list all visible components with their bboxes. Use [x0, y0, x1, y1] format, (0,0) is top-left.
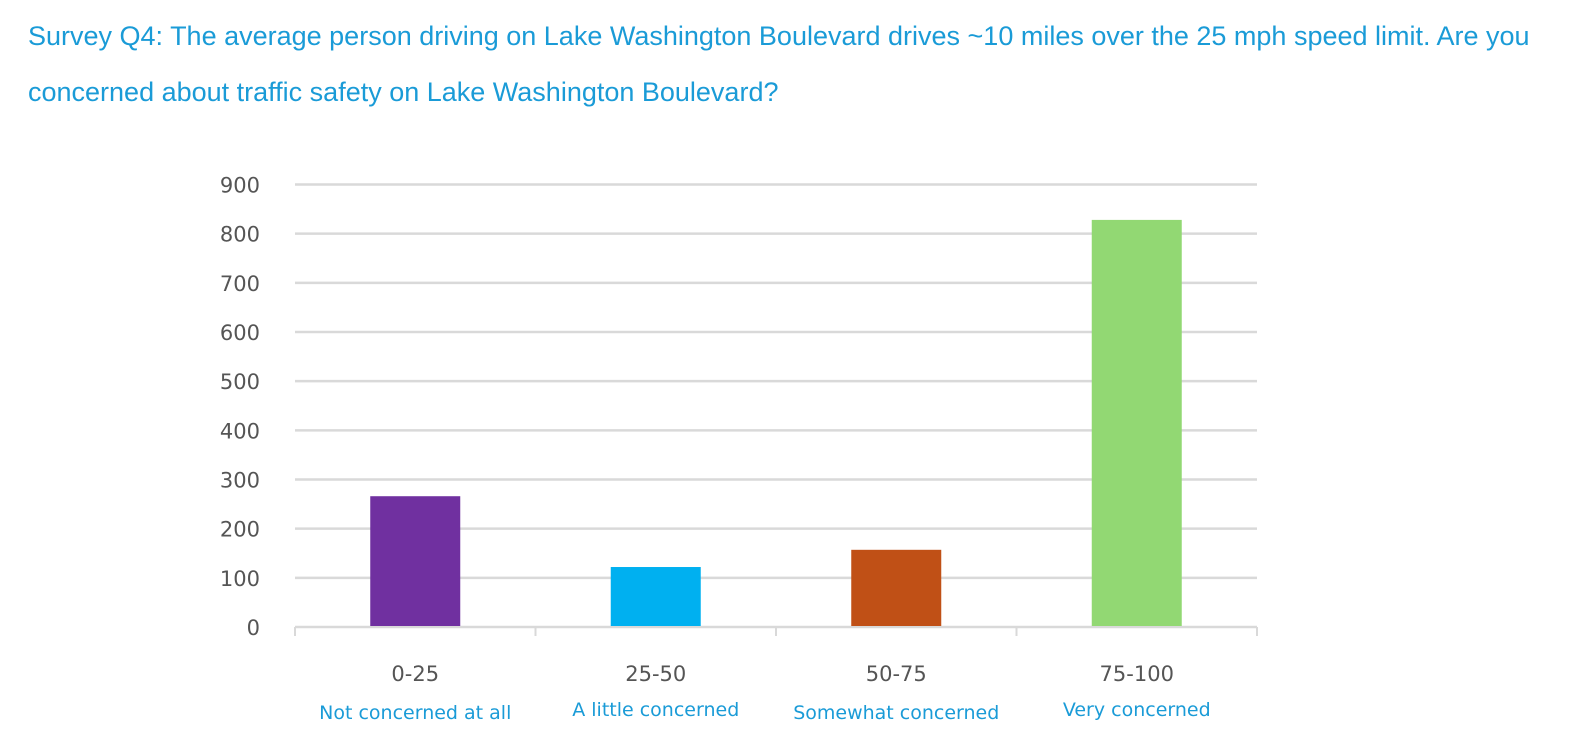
x-tick-label: 0-25	[391, 662, 439, 686]
x-category-sublabel: Somewhat concerned	[793, 702, 999, 724]
y-tick-label: 100	[220, 567, 260, 591]
bar-50-75	[851, 549, 942, 626]
y-tick-label: 600	[220, 321, 260, 345]
x-tick-label: 50-75	[866, 662, 927, 686]
y-tick-label: 200	[220, 518, 260, 542]
bar-0-25	[370, 496, 461, 626]
x-category-sublabel: A little concerned	[572, 699, 739, 721]
y-tick-label: 300	[220, 469, 260, 493]
y-tick-label: 0	[247, 616, 260, 640]
x-category-sublabel: Very concerned	[1063, 699, 1211, 721]
x-category-sublabel: Not concerned at all	[319, 702, 511, 724]
bar-25-50	[610, 567, 701, 626]
y-tick-label: 400	[220, 419, 260, 443]
y-tick-label: 900	[220, 174, 260, 198]
bar-75-100	[1091, 219, 1182, 626]
x-tick-label: 25-50	[625, 662, 686, 686]
x-tick-label: 75-100	[1100, 662, 1174, 686]
y-tick-label: 500	[220, 370, 260, 394]
chart-title: Survey Q4: The average person driving on…	[28, 21, 1530, 107]
y-tick-label: 700	[220, 272, 260, 296]
y-tick-label: 800	[220, 223, 260, 247]
